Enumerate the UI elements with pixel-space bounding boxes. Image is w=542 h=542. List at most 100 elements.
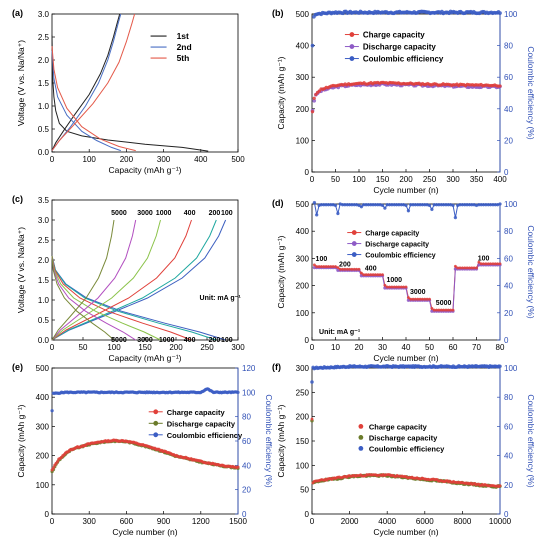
y-tick-label: 2.5 [38,33,50,42]
legend-marker [349,32,355,37]
discharge-curve-3000 [51,255,136,341]
panel-label: (e) [12,362,23,372]
x-tick-label: 350 [470,175,484,184]
charge-point [428,297,431,301]
efficiency-point [406,209,411,213]
efficiency-point [310,43,315,48]
rate-label-bottom: 5000 [111,337,127,344]
charge-point [430,306,434,310]
charge-point [498,484,502,488]
legend-entry: Coulombic efficiency [369,444,445,453]
y-tick-label: 3.0 [38,216,50,225]
charge-point [425,297,429,301]
y2-tick-label: 20 [242,486,251,495]
y-tick-label: 3.5 [38,196,50,205]
charge-point [310,110,315,114]
rate-label-top: 400 [184,210,196,217]
y-tick-label: 1.5 [38,79,50,88]
y2-tick-label: 60 [504,254,513,263]
x-tick-label: 10 [331,343,340,352]
x-tick-label: 300 [446,175,460,184]
rate-label: 100 [316,256,328,263]
charge-curve-1st [51,13,121,151]
x-tick-label: 300 [157,155,171,164]
efficiency-point [333,203,338,208]
charge-point [449,308,453,312]
efficiency-point [451,203,455,208]
charge-point [357,267,361,271]
efficiency-point [336,211,340,216]
y2-tick-label: 80 [242,413,251,422]
y2-axis-label: Coulombic efficiency (%) [526,46,536,140]
rate-label-top: 1000 [156,210,172,217]
charge-curve-5000 [51,219,115,341]
legend-entry: Discharge capacity [365,242,429,249]
charge-point [366,273,370,277]
charge-point [409,297,413,301]
y-tick-label: 1.5 [38,276,50,285]
charge-point [406,296,410,300]
charge-point [498,262,502,266]
legend-entry: Coulombic efficiency [363,55,444,64]
x-tick-label: 600 [120,517,134,526]
legend-marker [153,420,159,426]
y2-tick-label: 0 [504,510,509,519]
y-tick-label: 100 [296,136,310,145]
y2-tick-label: 100 [504,10,518,19]
y-tick-label: 1.0 [38,296,50,305]
x-tick-label: 900 [157,517,171,526]
y-tick-label: 0.0 [38,148,50,157]
discharge-curve-5th [51,46,136,152]
charge-point [390,285,394,289]
legend-marker [358,424,364,429]
charge-point [465,266,469,270]
efficiency-point [312,200,317,205]
x-tick-label: 400 [493,175,507,184]
y-tick-label: 3.0 [38,10,50,19]
legend: Charge capacity Discharge capacity Coulomb… [344,31,444,64]
x-tick-label: 100 [107,343,121,352]
charge-point [458,266,462,270]
legend-marker [358,435,364,440]
charge-curve-400 [51,219,192,341]
charge-point [350,267,354,271]
y2-tick-label: 20 [504,136,513,145]
y2-tick-label: 40 [504,452,513,461]
efficiency-point [430,207,434,212]
charge-point [404,285,408,289]
x-tick-label: 40 [402,343,411,352]
x-tick-label: 20 [355,343,364,352]
y2-tick-label: 80 [504,227,513,236]
efficiency-point [427,203,432,208]
charge-point [451,308,455,312]
rate-label-top: 200 [209,210,221,217]
x-tick-label: 0 [50,343,55,352]
rate-label-bottom: 400 [184,337,196,344]
efficiency-point [50,409,54,413]
charge-point [496,262,500,266]
y-axis-label: Capacity (mAh g⁻¹) [276,235,286,308]
x-tick-label: 30 [378,343,387,352]
y2-tick-label: 20 [504,481,513,490]
charge-point [498,84,502,88]
charge-point [484,262,488,266]
charge-point [312,96,316,100]
y2-tick-label: 120 [242,364,256,373]
legend-entry: Discharge capacity [369,433,438,442]
charge-point [420,297,424,301]
charge-curve-100 [51,219,227,341]
legend-marker [153,432,159,438]
y2-tick-label: 80 [504,393,513,402]
legend-marker [358,446,364,451]
x-tick-label: 8000 [454,517,472,526]
charge-point [359,271,363,275]
x-tick-label: 50 [425,343,434,352]
rate-label-top: 5000 [111,210,127,217]
x-tick-label: 0 [50,155,55,164]
y2-tick-label: 0 [504,336,509,345]
charge-point [381,273,384,277]
panel-e: (e)0 300 600 900 1200 15000100200300400500Cyc… [12,362,274,537]
legend-marker [351,241,357,246]
y-axis-label: Capacity (mAh g⁻¹) [276,56,286,129]
efficiency-point [498,202,502,206]
